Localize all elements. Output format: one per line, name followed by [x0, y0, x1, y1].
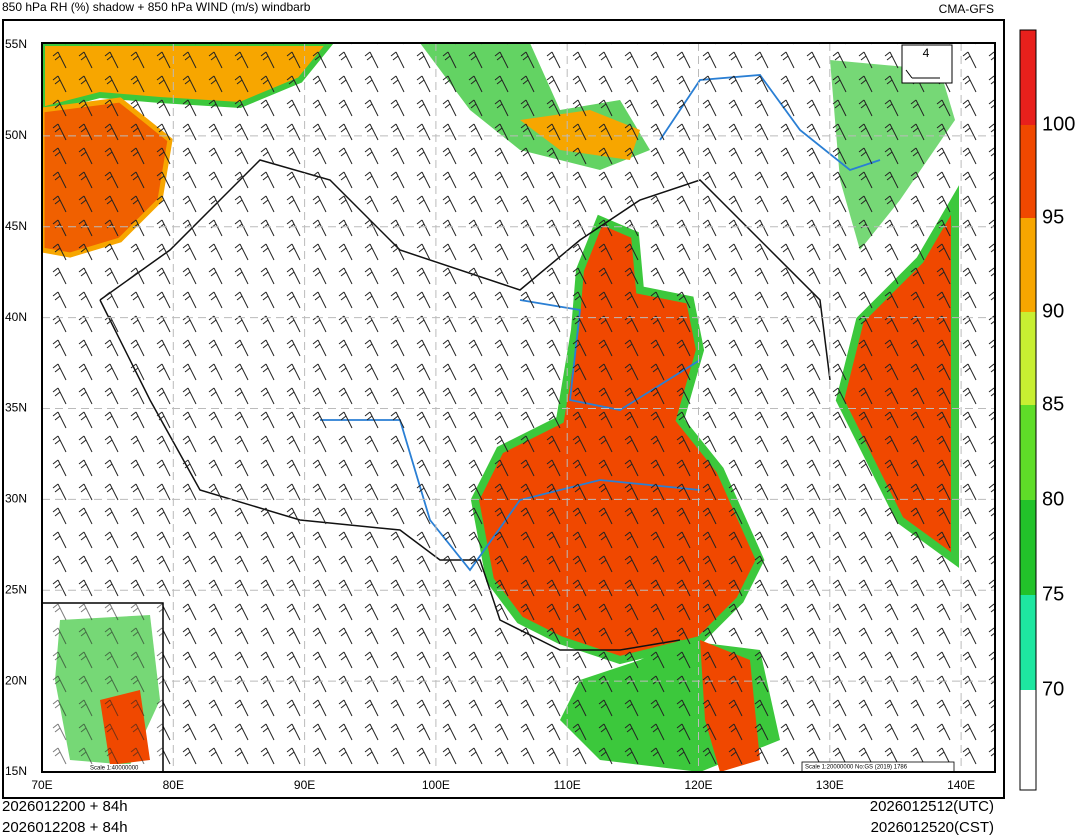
inset-scale: Scale 1:40000000: [90, 766, 139, 772]
lon-label: 80E: [163, 778, 184, 792]
map-frame: [41, 42, 996, 773]
lat-label: 50N: [5, 128, 27, 142]
lat-label: 55N: [5, 37, 27, 51]
valid-time-cst: 2026012520(CST): [871, 819, 994, 836]
title: 850 hPa RH (%) shadow + 850 hPa WIND (m/…: [2, 0, 311, 14]
lat-label: 40N: [5, 310, 27, 324]
outer-frame: [2, 19, 1005, 799]
lat-label: 15N: [5, 764, 27, 778]
colorbar-label: 85: [1042, 393, 1064, 415]
lon-label: 110E: [554, 778, 581, 792]
lon-label: 140E: [947, 778, 975, 792]
graticule: [42, 43, 995, 772]
lon-label: 70E: [31, 778, 52, 792]
lat-label: 45N: [5, 219, 27, 233]
init-time-cst: 2026012208 + 84h: [2, 819, 128, 836]
colorbar-label: 95: [1042, 206, 1064, 228]
colorbar-label: 75: [1042, 583, 1064, 605]
valid-time-utc: 2026012512(UTC): [870, 798, 994, 815]
lon-label: 100E: [422, 778, 450, 792]
scale-note: Scale 1:20000000 No:GS (2019) 1786: [805, 765, 908, 771]
lat-label: 30N: [5, 492, 27, 506]
colorbar-label: 100: [1042, 113, 1075, 135]
lat-label: 25N: [5, 582, 27, 596]
lon-label: 130E: [816, 778, 844, 792]
lat-label: 20N: [5, 673, 27, 687]
colorbar-label: 80: [1042, 488, 1064, 510]
lon-label: 120E: [684, 778, 712, 792]
init-time-utc: 2026012200 + 84h: [2, 798, 128, 815]
colorbar-label: 90: [1042, 300, 1064, 322]
lat-label: 35N: [5, 401, 27, 415]
source: CMA-GFS: [939, 2, 994, 16]
colorbar-label: 70: [1042, 678, 1064, 700]
lon-label: 90E: [294, 778, 315, 792]
colorbar: 100 95 90 85 80 75 70: [1019, 29, 1075, 791]
map-area: Scale 1:40000000 Scale 1:20000000 No:GS …: [42, 43, 995, 772]
reference-barb-label: 4: [923, 46, 930, 60]
